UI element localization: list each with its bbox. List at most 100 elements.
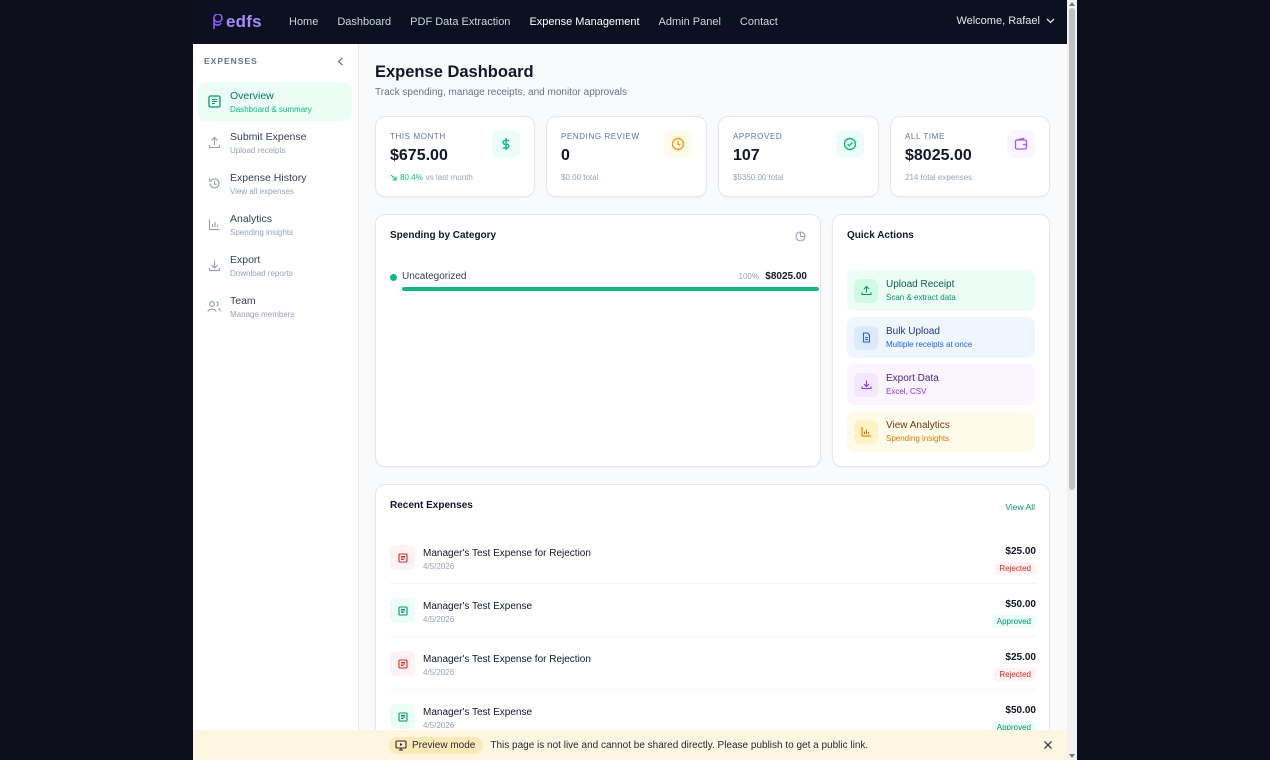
stat-label: APPROVED <box>733 132 783 141</box>
stat-icon-box <box>492 130 520 158</box>
quick-action-label: Bulk Upload <box>886 326 940 337</box>
expense-amount: $50.00 <box>1005 705 1036 716</box>
quick-action-icon-box <box>854 372 878 397</box>
user-menu[interactable]: Welcome, Rafael <box>956 15 1055 27</box>
dollar-icon <box>502 138 510 150</box>
status-badge: Rejected <box>994 562 1036 575</box>
stat-label: THIS MONTH <box>390 132 446 141</box>
brand-logo[interactable]: edfs <box>211 12 289 32</box>
stat-value: $8025.00 <box>905 147 972 164</box>
quick-action-label: View Analytics <box>886 420 950 431</box>
sidebar-item-label: Export <box>230 253 261 266</box>
category-name: Uncategorized <box>402 271 467 282</box>
sidebar-item-submit-expense[interactable]: Submit Expense Upload receipts <box>198 123 352 162</box>
category-color-dot <box>390 274 397 281</box>
expense-icon-box <box>390 704 415 729</box>
stat-icon-box <box>836 130 864 158</box>
quick-action-export-data[interactable]: Export Data Excel, CSV <box>847 364 1035 405</box>
preview-mode-label: Preview mode <box>412 739 476 751</box>
page-scrollbar[interactable] <box>1067 0 1077 760</box>
stat-card-pending-review: PENDING REVIEW 0 $0.00 total <box>546 116 707 197</box>
quick-actions-card: Quick Actions Upload Receipt Scan & extra… <box>832 214 1050 467</box>
sidebar-item-sub: Manage members <box>230 309 295 319</box>
history-icon <box>208 178 220 189</box>
nav-expense-management[interactable]: Expense Management <box>529 16 640 28</box>
spending-by-category-card: Spending by Category Uncategorized 100% … <box>375 214 821 467</box>
page-title: Expense Dashboard <box>375 63 534 81</box>
bar-chart-icon <box>860 427 871 437</box>
receipt-icon <box>397 658 408 669</box>
stat-label: ALL TIME <box>905 132 945 141</box>
sidebar-item-label: Expense History <box>230 171 307 184</box>
receipt-icon <box>207 95 221 108</box>
quick-action-label: Export Data <box>886 373 939 384</box>
nav-dashboard[interactable]: Dashboard <box>337 16 392 28</box>
expense-date: 4/5/2026 <box>423 615 455 624</box>
quick-action-sub: Excel, CSV <box>886 387 927 396</box>
nav-contact[interactable]: Contact <box>739 16 778 28</box>
quick-action-view-analytics[interactable]: View Analytics Spending insights <box>847 411 1035 452</box>
pie-chart-icon <box>795 231 806 242</box>
sidebar-item-expense-history[interactable]: Expense History View all expenses <box>198 164 352 203</box>
scrollbar-thumb[interactable] <box>1069 8 1075 490</box>
quick-action-icon-box <box>854 325 878 350</box>
quick-action-bulk-upload[interactable]: Bulk Upload Multiple receipts at once <box>847 317 1035 358</box>
nav-admin-panel[interactable]: Admin Panel <box>658 16 721 28</box>
expense-amount: $25.00 <box>1005 546 1036 557</box>
sidebar-item-sub: Upload receipts <box>230 145 286 155</box>
quick-action-icon-box <box>854 278 878 303</box>
stat-sub: 214 total expenses <box>905 173 973 182</box>
collapse-chevron-icon[interactable] <box>337 57 344 66</box>
quick-action-label: Upload Receipt <box>886 279 955 290</box>
expense-amount: $50.00 <box>1005 599 1036 610</box>
expense-icon-box <box>390 651 415 676</box>
sidebar-heading: EXPENSES <box>204 56 258 66</box>
quick-action-sub: Spending insights <box>886 434 950 443</box>
expense-title: Manager's Test Expense <box>423 707 533 718</box>
sidebar-item-sub: Spending insights <box>230 227 294 237</box>
expense-title: Manager's Test Expense <box>423 601 533 612</box>
scroll-up-arrow-icon[interactable] <box>1069 2 1075 6</box>
download-icon <box>860 380 872 390</box>
category-amount: $8025.00 <box>765 271 807 282</box>
expense-row[interactable]: Manager's Test Expense 4/5/2026 $50.00 A… <box>390 584 1036 637</box>
stat-card-approved: APPROVED 107 $5350.00 total <box>718 116 879 197</box>
scroll-down-arrow-icon[interactable] <box>1069 754 1075 758</box>
quick-action-icon-box <box>854 419 878 444</box>
sidebar-item-team[interactable]: Team Manage members <box>198 287 352 326</box>
expense-title: Manager's Test Expense for Rejection <box>423 548 591 559</box>
sidebar-item-analytics[interactable]: Analytics Spending insights <box>198 205 352 244</box>
stat-value: 107 <box>733 147 760 164</box>
preview-banner: Preview mode This page is not live and c… <box>193 730 1067 760</box>
app-window: edfs Home Dashboard PDF Data Extraction … <box>193 0 1067 760</box>
sidebar-item-export[interactable]: Export Download reports <box>198 246 352 285</box>
expense-date: 4/5/2026 <box>423 562 455 571</box>
category-row: Uncategorized 100% $8025.00 <box>390 271 808 283</box>
wallet-icon <box>1014 137 1028 150</box>
page-subtitle: Track spending, manage receipts, and mon… <box>375 87 627 98</box>
expense-date: 4/5/2026 <box>423 668 455 677</box>
top-nav: edfs Home Dashboard PDF Data Extraction … <box>193 0 1067 44</box>
sidebar-item-overview[interactable]: Overview Dashboard & summary <box>198 82 352 121</box>
upload-icon <box>208 136 220 149</box>
brand-name: edfs <box>226 12 262 31</box>
stat-value: 0 <box>561 147 570 164</box>
preview-message: This page is not live and cannot be shar… <box>490 739 869 751</box>
quick-action-upload-receipt[interactable]: Upload Receipt Scan & extract data <box>847 270 1035 311</box>
view-all-link[interactable]: View All <box>1005 502 1035 512</box>
recent-expenses-card: Recent Expenses View All Manager's Test … <box>375 484 1050 760</box>
expense-row[interactable]: Manager's Test Expense for Rejection 4/5… <box>390 531 1036 584</box>
stat-value: $675.00 <box>390 147 448 164</box>
preview-mode-pill: Preview mode <box>389 736 484 754</box>
expense-row[interactable]: Manager's Test Expense for Rejection 4/5… <box>390 637 1036 690</box>
stat-icon-box <box>1007 130 1035 158</box>
logo-icon <box>213 14 223 29</box>
nav-home[interactable]: Home <box>289 16 319 28</box>
category-percent: 100% <box>738 272 759 281</box>
stat-card-all-time: ALL TIME $8025.00 214 total expenses <box>890 116 1050 197</box>
sidebar-item-label: Overview <box>230 89 274 102</box>
close-icon[interactable] <box>1042 739 1054 751</box>
users-icon <box>207 300 221 312</box>
nav-pdf-data-extraction[interactable]: PDF Data Extraction <box>410 16 511 28</box>
stat-trend-text: vs last month <box>425 173 473 182</box>
